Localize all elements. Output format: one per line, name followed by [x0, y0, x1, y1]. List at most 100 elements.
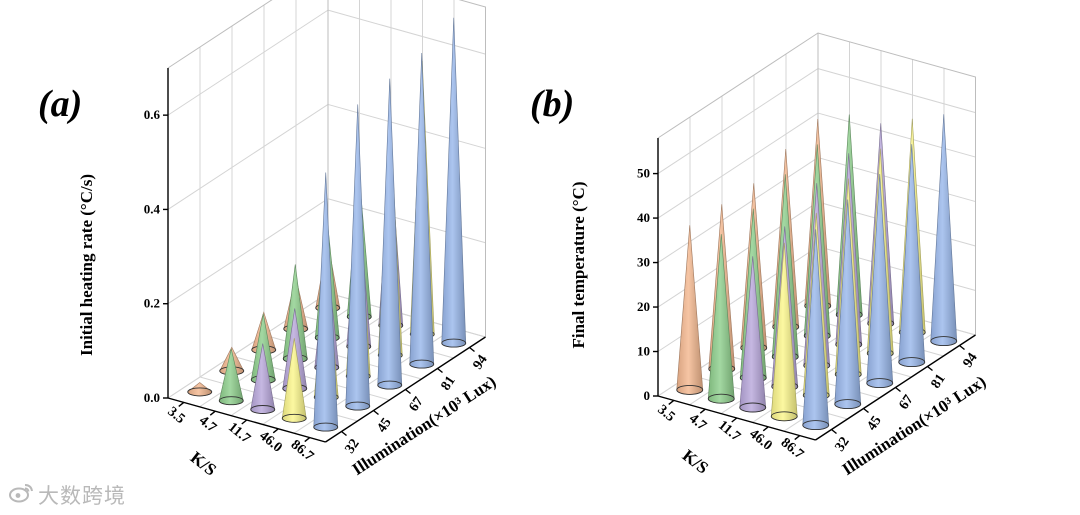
cone-body: [676, 225, 704, 395]
cone-base: [250, 405, 276, 414]
cone-base: [281, 413, 307, 423]
left-wall-gridline: [167, 9, 329, 116]
panel-a: 0.0 0.2 0.4 0.6 3.5 4.7 11.7 46.0 86.7 32 45 67 81 94…: [38, 0, 499, 480]
z-tick-label: 10: [637, 344, 650, 359]
z-tick-label: 0.2: [144, 296, 160, 311]
cone-base: [676, 384, 704, 395]
x-tick: [668, 399, 675, 405]
z-tick-label: 0.4: [144, 201, 161, 216]
x-tick-label: 86.7: [288, 437, 316, 464]
cone-86.7-94: [441, 17, 467, 348]
panel-label: (a): [38, 83, 82, 125]
left-wall-gridline: [657, 68, 819, 175]
cones: [676, 114, 958, 431]
cone-base: [770, 411, 798, 422]
cone-86.7-81: [409, 52, 435, 369]
cone-base: [707, 393, 735, 404]
z-tick-label: 0.0: [144, 390, 160, 405]
y-tick: [341, 430, 347, 437]
back-wall-gridline: [327, 9, 486, 55]
cone-86.7-32: [313, 172, 339, 432]
cone-base: [802, 420, 830, 431]
cone-body: [930, 114, 958, 346]
x-tick: [731, 417, 738, 423]
watermark-text: 大数跨境: [38, 484, 126, 508]
y-tick-label: 94: [960, 351, 980, 371]
z-tick-label: 0: [644, 388, 651, 403]
cone-86.7-45: [345, 104, 371, 411]
cone-3.5-32: [676, 225, 704, 395]
x-tick-label: 86.7: [778, 435, 806, 462]
cone-86.7-94: [930, 114, 958, 347]
y-tick: [959, 344, 965, 351]
y-tick: [437, 367, 443, 374]
cone-base: [834, 399, 862, 410]
x-tick: [304, 437, 311, 443]
x-tick-label: 3.5: [164, 404, 187, 427]
z-tick-label: 20: [637, 299, 650, 314]
back-wall-gridline: [817, 112, 976, 158]
left-wall-gridline: [657, 157, 819, 263]
y-tick-label: 81: [928, 372, 948, 392]
x-tick-label: 4.7: [196, 413, 219, 436]
y-axis-title: Illumination(×10³ Lux): [349, 372, 500, 479]
cone-base: [313, 422, 339, 432]
cone-base: [409, 359, 435, 369]
cone-11.7-32: [739, 256, 767, 413]
back-wall-gridline: [817, 68, 976, 114]
cone-3.5-32: [187, 382, 213, 397]
y-tick: [373, 409, 379, 416]
x-tick: [178, 401, 185, 407]
x-tick-label: 46.0: [256, 429, 284, 456]
x-tick-label: 46.0: [746, 427, 774, 454]
z-axis-title: Initial heating rate (°C/s): [77, 174, 96, 356]
weibo-logo-icon: [8, 483, 34, 508]
cone-body: [377, 78, 403, 390]
panel-b: 0 10 20 30 40 50 3.5 4.7 11.7 46.0 86.7 32 45 67 81 94 (…: [530, 32, 990, 479]
z-tick-label: 30: [637, 255, 650, 270]
x-tick: [209, 410, 216, 416]
cone-body: [409, 52, 435, 369]
cone-base: [218, 396, 244, 406]
y-tick-label: 45: [864, 414, 884, 434]
cone-86.7-45: [834, 199, 862, 410]
y-tick: [405, 388, 411, 395]
y-tick-label: 32: [342, 437, 362, 457]
cone-base: [377, 380, 403, 390]
y-axis-title: Illumination(×10³ Lux): [839, 372, 990, 479]
cone-11.7-32: [250, 343, 276, 414]
x-tick: [794, 435, 801, 441]
x-tick: [762, 426, 769, 432]
cone-86.7-32: [802, 229, 830, 431]
wall-border: [167, 0, 486, 337]
y-tick-label: 32: [832, 435, 852, 455]
cone-4.7-32: [707, 234, 735, 404]
x-tick-label: 11.7: [715, 418, 743, 445]
cone-body: [441, 17, 467, 348]
y-tick: [863, 407, 869, 414]
cone-86.7-81: [898, 144, 926, 368]
y-tick: [469, 346, 475, 353]
cone-86.7-67: [866, 174, 894, 389]
z-tick-label: 0.6: [144, 107, 161, 122]
cone-base: [187, 387, 213, 397]
x-axis-title: K/S: [679, 446, 712, 478]
cone-base: [930, 336, 958, 347]
panel-label: (b): [530, 83, 574, 125]
cone-base: [866, 378, 894, 389]
y-tick: [895, 386, 901, 393]
cone-46.0-32: [770, 242, 798, 422]
y-tick-label: 45: [374, 416, 394, 436]
y-tick: [927, 365, 933, 372]
back-wall-gridline: [327, 103, 486, 149]
cones: [187, 17, 467, 432]
x-axis-title: K/S: [187, 448, 220, 480]
y-tick-label: 67: [406, 395, 426, 415]
cone-base: [345, 401, 371, 411]
z-tick-label: 50: [637, 166, 650, 181]
cone-46.0-32: [281, 338, 307, 423]
y-tick-label: 81: [438, 374, 458, 394]
x-tick: [241, 419, 248, 425]
cone-base: [739, 402, 767, 413]
